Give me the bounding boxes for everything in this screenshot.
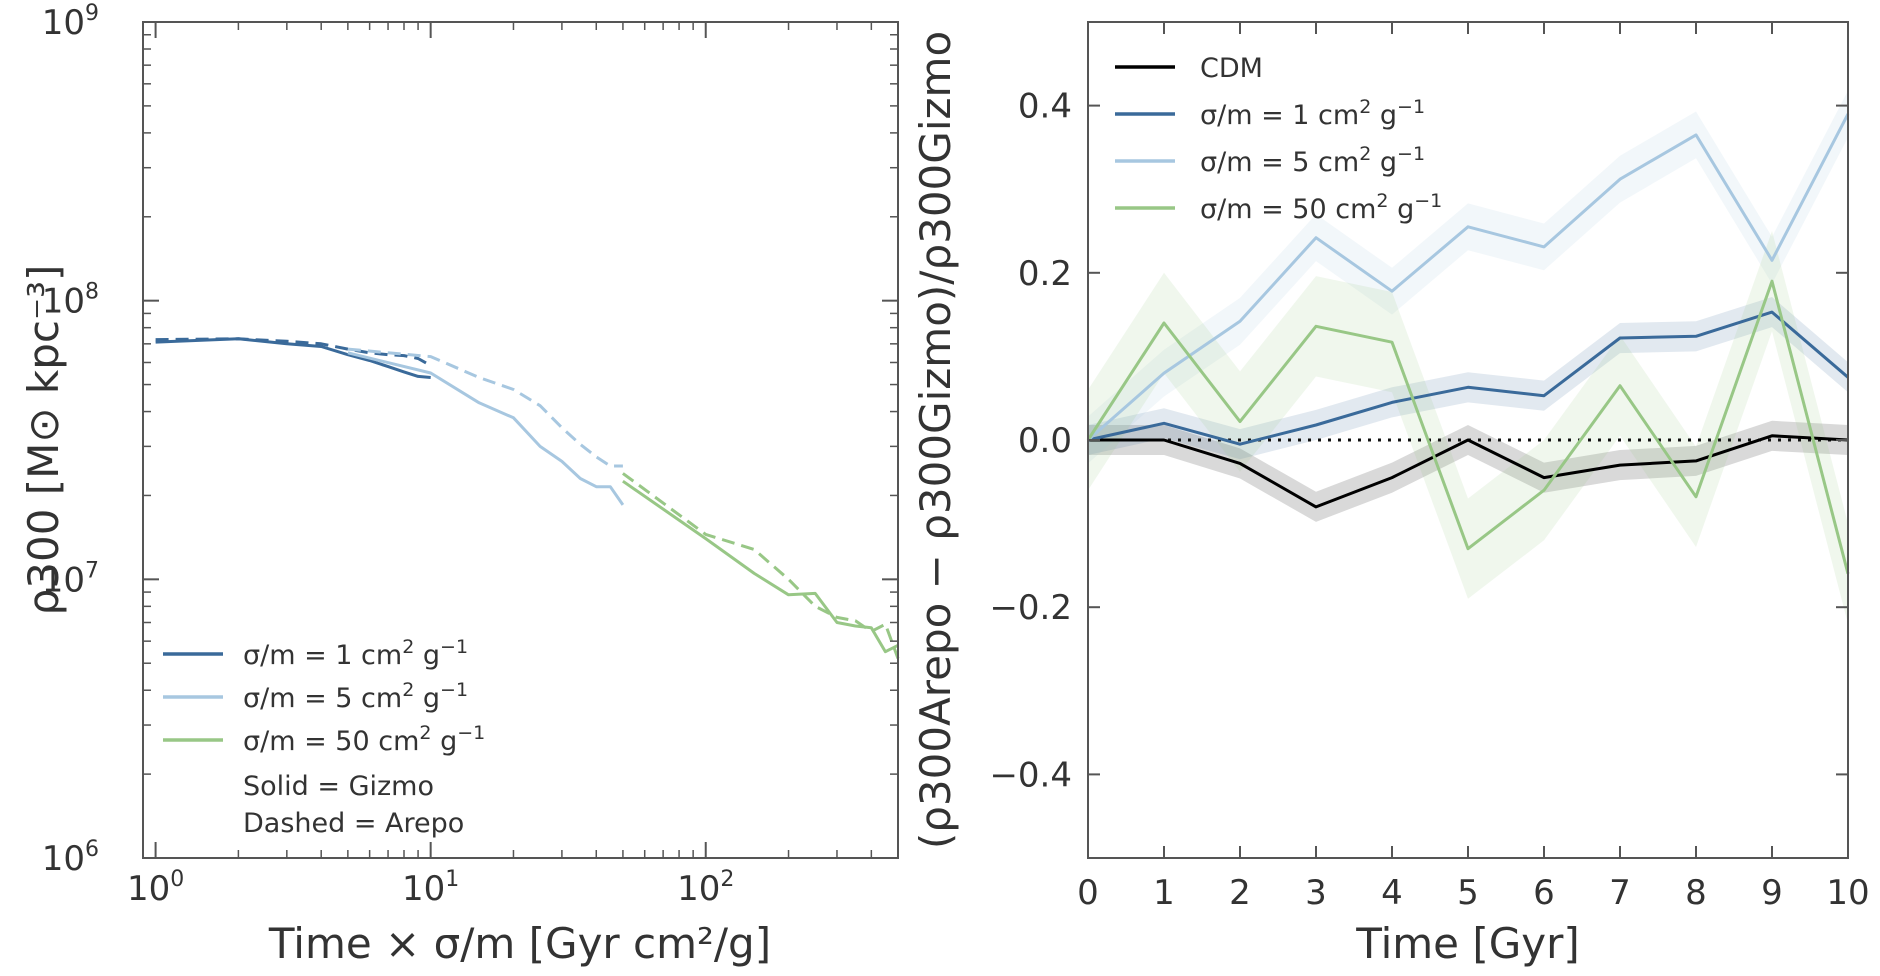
right-x-tick-label-7: 7 xyxy=(1609,873,1631,913)
right-legend-label-3: σ/m = 50 cm2 g−1 xyxy=(1200,190,1442,225)
right-x-tick-label-0: 0 xyxy=(1077,873,1099,913)
left-legend-label-2: σ/m = 50 cm2 g−1 xyxy=(243,722,485,757)
right-x-tick-label-9: 9 xyxy=(1761,873,1783,913)
right-series-group xyxy=(1086,113,1850,575)
left-y-tick-label-0: 106 xyxy=(42,837,99,879)
left-x-tick-label-0: 100 xyxy=(127,867,184,909)
right-y-tick-label-1: −0.2 xyxy=(989,588,1072,628)
right-y-tick-label-0: −0.4 xyxy=(989,755,1072,795)
right-legend-label-0: CDM xyxy=(1200,53,1263,84)
left-y-tick-label-2: 108 xyxy=(42,280,99,322)
right-legend-label-1: σ/m = 1 cm2 g−1 xyxy=(1200,96,1425,131)
left-plot-frame xyxy=(142,21,899,859)
right-y-ticks: −0.4 −0.2 0.0 0.2 0.4 xyxy=(989,87,1848,795)
right-y-tick-label-2: 0.0 xyxy=(1018,421,1072,461)
right-x-tick-label-4: 4 xyxy=(1381,873,1403,913)
right-band-0 xyxy=(1088,420,1848,522)
right-x-tick-label-10: 10 xyxy=(1826,873,1869,913)
right-x-tick-label-6: 6 xyxy=(1533,873,1555,913)
left-x-axis-label: Time × σ/m [Gyr cm²/g] xyxy=(268,919,771,968)
left-y-tick-label-3: 109 xyxy=(42,1,99,43)
right-x-tick-label-5: 5 xyxy=(1457,873,1479,913)
right-x-tick-label-3: 3 xyxy=(1305,873,1327,913)
left-legend-label-1: σ/m = 5 cm2 g−1 xyxy=(243,679,468,714)
left-legend-note-solid: Solid = Gizmo xyxy=(243,771,434,802)
right-x-ticks: 0 1 2 3 4 5 6 7 8 9 10 xyxy=(1077,22,1870,913)
left-legend-label-0: σ/m = 1 cm2 g−1 xyxy=(243,636,468,671)
left-x-ticks: 100 101 102 xyxy=(127,22,899,909)
left-series-group xyxy=(155,337,900,660)
left-series-line-2 xyxy=(347,351,625,506)
left-series-line-3 xyxy=(347,347,623,468)
left-series-line-4 xyxy=(622,479,899,654)
left-legend: σ/m = 1 cm2 g−1 σ/m = 5 cm2 g−1 σ/m = 50 c… xyxy=(163,636,485,757)
left-legend-note-dashed: Dashed = Arepo xyxy=(243,808,464,839)
right-x-tick-label-1: 1 xyxy=(1153,873,1175,913)
right-series-line-2 xyxy=(1087,113,1850,442)
left-series-line-0 xyxy=(155,337,431,379)
right-y-axis-label: (ρ300Arepo − ρ300Gizmo)/ρ300Gizmo xyxy=(911,31,960,849)
left-y-tick-label-1: 107 xyxy=(42,558,99,600)
right-x-axis-label: Time [Gyr] xyxy=(1355,919,1580,968)
right-x-tick-label-2: 2 xyxy=(1229,873,1251,913)
right-legend: CDM σ/m = 1 cm2 g−1 σ/m = 5 cm2 g−1 σ/m = 5… xyxy=(1115,53,1442,225)
right-chart: 0 1 2 3 4 5 6 7 8 9 10 −0.4 −0.2 0.0 0.2 0.4 Time [Gyr… xyxy=(911,21,1870,968)
right-y-tick-label-3: 0.2 xyxy=(1018,254,1072,294)
right-x-tick-label-8: 8 xyxy=(1685,873,1707,913)
right-series-line-3 xyxy=(1086,279,1850,575)
left-series-line-5 xyxy=(622,472,900,660)
left-y-ticks: 106 107 108 109 xyxy=(42,1,898,879)
left-x-tick-label-2: 102 xyxy=(677,867,734,909)
right-series-line-1 xyxy=(1087,310,1849,446)
left-x-tick-label-1: 101 xyxy=(402,867,459,909)
left-chart: 100 101 102 106 107 108 109 Time × σ/m [Gyr c… xyxy=(19,1,900,968)
right-y-tick-label-4: 0.4 xyxy=(1018,87,1072,127)
right-series-line-0 xyxy=(1088,434,1849,509)
left-y-axis-label: ρ300 [M⊙ kpc⁻³] xyxy=(19,265,68,616)
right-legend-label-2: σ/m = 5 cm2 g−1 xyxy=(1200,143,1425,178)
right-band-3 xyxy=(1088,231,1848,624)
